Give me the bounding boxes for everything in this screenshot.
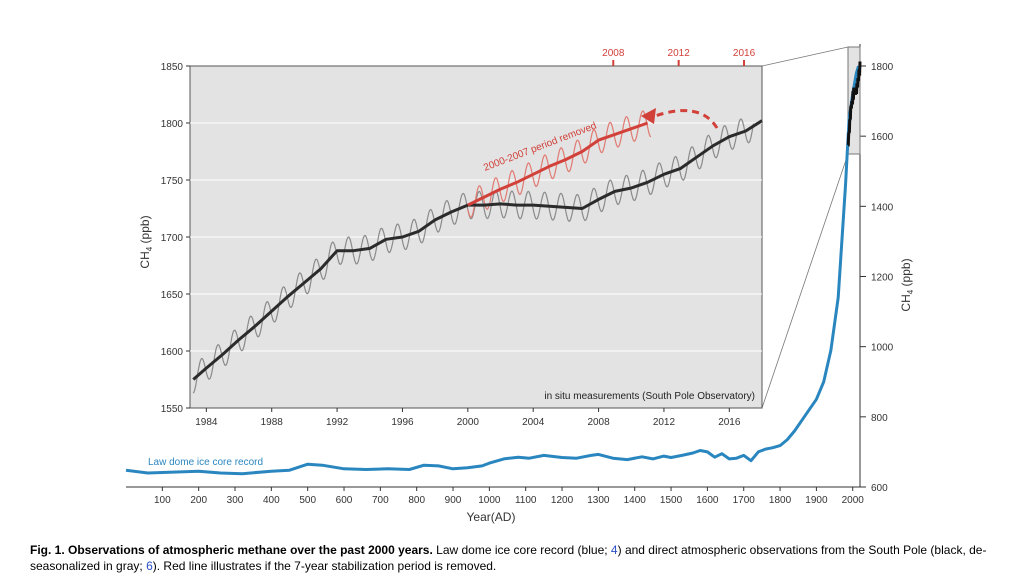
main-y-ticks: 600 800 1000 1200 1400 1600 1800 xyxy=(860,62,894,494)
inset-y-tick-label: 1700 xyxy=(161,233,184,244)
main-y-tick-label: 1000 xyxy=(871,343,894,354)
inset-x-tick-label: 2016 xyxy=(718,417,741,428)
inset-y-tick-label: 1850 xyxy=(161,62,184,73)
main-x-tick-label: 800 xyxy=(408,495,425,506)
zoom-connector-bottom xyxy=(761,153,849,409)
main-x-tick-label: 900 xyxy=(445,495,462,506)
inset-x-tick-label: 1996 xyxy=(391,417,414,428)
caption-text-3: ). Red line illustrates if the 7-year st… xyxy=(152,559,497,573)
main-x-tick-label: 1800 xyxy=(769,495,792,506)
inset-y-ticks: 1550 1600 1650 1700 1750 1800 1850 xyxy=(161,62,190,415)
inset-y-tick-label: 1650 xyxy=(161,290,184,301)
removal-arrow xyxy=(651,109,719,129)
removed-seasonal-line xyxy=(467,110,652,218)
ice-core-series xyxy=(125,61,862,476)
inset-x-tick-label: 1988 xyxy=(261,417,284,428)
inset-top-ticks: 2008 2012 2016 xyxy=(602,48,756,66)
removal-arrow-head xyxy=(641,108,656,124)
main-y-axis-label: CH4 (ppb) xyxy=(899,258,915,311)
seasonal-gray-line xyxy=(192,118,755,394)
main-x-ticks: 100 200 300 400 500 600 700 800 900 1000 1100 1200 1… xyxy=(154,487,864,506)
inset-y-tick-label: 1750 xyxy=(161,176,184,187)
inset-gridlines xyxy=(190,122,762,352)
main-x-tick-label: 2000 xyxy=(842,495,865,506)
zoom-connector-top xyxy=(761,46,849,67)
caption-text-2: ) and direct atmospheric observations fr… xyxy=(30,543,987,573)
figure: 100 200 300 400 500 600 700 800 900 1000 1100 1200 1… xyxy=(125,44,915,524)
main-x-tick-label: 1900 xyxy=(805,495,828,506)
inset-y-axis-label: CH4 (ppb) xyxy=(138,215,154,268)
main-x-tick-label: 700 xyxy=(372,495,389,506)
inset-y-tick-label: 1600 xyxy=(161,347,184,358)
inset-x-tick-label: 1984 xyxy=(195,417,218,428)
insitu-annotation: in situ measurements (South Pole Observa… xyxy=(544,391,755,402)
observed-line-main-scale xyxy=(846,61,862,147)
main-y-tick-label: 800 xyxy=(871,413,888,424)
inset-top-tick-label: 2008 xyxy=(602,48,625,59)
inset-x-ticks: 1984 1988 1992 1996 2000 2004 2008 2012 2016 xyxy=(195,408,741,428)
removed-trend-line xyxy=(467,121,649,207)
inset-x-tick-label: 1992 xyxy=(326,417,349,428)
main-x-tick-label: 200 xyxy=(190,495,207,506)
inset-x-tick-label: 2000 xyxy=(457,417,480,428)
main-y-tick-label: 1800 xyxy=(871,62,894,73)
ice-core-line xyxy=(125,65,860,476)
inset-series xyxy=(192,110,763,394)
main-x-tick-label: 1200 xyxy=(551,495,574,506)
main-x-tick-label: 1300 xyxy=(587,495,610,506)
ice-core-legend-label: Law dome ice core record xyxy=(148,457,263,468)
main-y-tick-label: 1200 xyxy=(871,273,894,284)
main-y-tick-label: 1400 xyxy=(871,202,894,213)
inset-top-tick-label: 2016 xyxy=(733,48,756,59)
main-y-tick-label: 1600 xyxy=(871,132,894,143)
main-x-tick-label: 1100 xyxy=(515,495,537,506)
caption-ref-4[interactable]: 4 xyxy=(610,543,618,557)
main-x-tick-label: 1400 xyxy=(624,495,647,506)
inset-x-tick-label: 2004 xyxy=(522,417,545,428)
main-x-tick-label: 1000 xyxy=(478,495,501,506)
inset-y-tick-label: 1800 xyxy=(161,119,184,130)
inset-x-tick-label: 2008 xyxy=(587,417,610,428)
main-x-tick-label: 1700 xyxy=(733,495,756,506)
main-x-tick-label: 500 xyxy=(299,495,316,506)
main-x-tick-label: 300 xyxy=(227,495,244,506)
main-x-axis-label: Year(AD) xyxy=(467,510,516,524)
caption-title: Fig. 1. Observations of atmospheric meth… xyxy=(30,543,433,557)
inset-x-tick-label: 2012 xyxy=(653,417,676,428)
main-x-tick-label: 600 xyxy=(336,495,353,506)
main-x-tick-label: 400 xyxy=(263,495,280,506)
caption-ref-6[interactable]: 6 xyxy=(146,559,153,573)
main-x-tick-label: 1600 xyxy=(696,495,719,506)
inset-y-tick-label: 1550 xyxy=(161,404,184,415)
figure-caption: Fig. 1. Observations of atmospheric meth… xyxy=(30,542,1005,574)
main-x-tick-label: 1500 xyxy=(660,495,683,506)
caption-text-1: Law dome ice core record (blue; xyxy=(432,543,611,557)
inset-top-tick-label: 2012 xyxy=(668,48,691,59)
main-x-tick-label: 100 xyxy=(154,495,171,506)
main-y-tick-label: 600 xyxy=(871,483,888,494)
deseasonalized-line xyxy=(192,119,763,381)
